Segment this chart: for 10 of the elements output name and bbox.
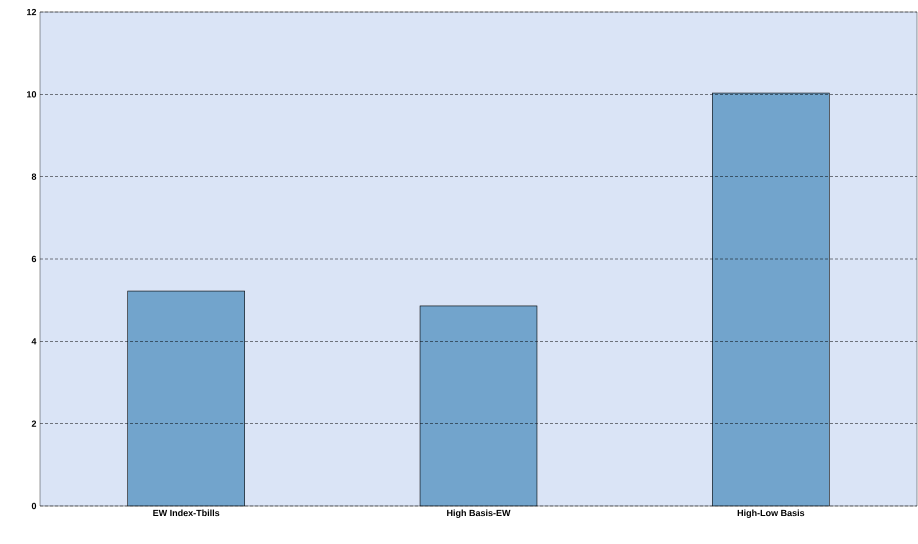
x-tick-label: High-Low Basis <box>738 510 804 518</box>
y-tick-label: 4 <box>32 338 36 344</box>
y-tick-label: 8 <box>32 173 36 180</box>
y-tick-label: 6 <box>32 256 36 262</box>
y-tick-label: 12 <box>27 8 36 16</box>
y-tick-label: 2 <box>32 420 36 427</box>
y-tick-label: 10 <box>27 91 36 98</box>
x-tick-label: EW Index-Tbills <box>153 510 220 516</box>
x-tick-label: High Basis-EW <box>447 510 510 518</box>
y-tick-label: 0 <box>32 502 36 510</box>
